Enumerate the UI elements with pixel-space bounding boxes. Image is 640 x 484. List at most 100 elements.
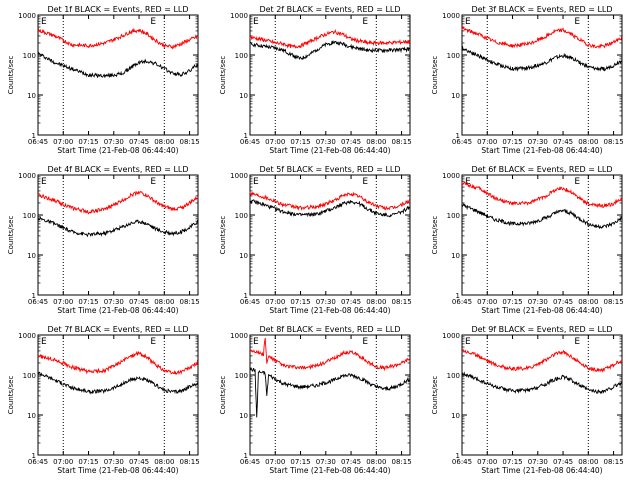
series-line-lld: [38, 190, 199, 215]
x-tick-label: 07:45: [553, 458, 573, 466]
y-tick-label: 1: [32, 132, 36, 140]
series-line-events: [461, 371, 622, 395]
x-tick-label: 07:15: [78, 458, 98, 466]
x-tick-label: 08:00: [366, 138, 386, 146]
x-tick-label: 06:45: [240, 138, 260, 146]
y-tick-label: 1000: [442, 12, 460, 20]
x-tick-label: 07:00: [53, 298, 73, 306]
y-axis-label: Counts/sec: [431, 56, 439, 95]
x-tick-label: 07:00: [265, 138, 285, 146]
y-tick-label: 1000: [230, 332, 248, 340]
y-axis-label: Counts/sec: [219, 216, 227, 255]
chart-panel: Det 9f BLACK = Events, RED = LLD 1 10 100 10…: [431, 325, 624, 475]
y-tick-label: 100: [447, 372, 460, 380]
x-axis-label: Start Time (21-Feb-08 06:44:40): [57, 306, 178, 315]
y-tick-label: 1000: [18, 332, 36, 340]
x-tick-label: 07:00: [477, 298, 497, 306]
x-tick-label: 07:45: [553, 298, 573, 306]
x-tick-label: 06:45: [28, 458, 48, 466]
marker-label: E: [150, 177, 156, 187]
x-tick-label: 08:00: [366, 458, 386, 466]
x-tick-label: 07:30: [104, 138, 124, 146]
chart-panel: Det 4f BLACK = Events, RED = LLD 1 10 100 10…: [7, 165, 200, 315]
marker-label: E: [465, 177, 471, 187]
chart-panel: Det 8f BLACK = Events, RED = LLD 1 10 100 10…: [219, 325, 412, 475]
series-line-lld: [37, 350, 199, 376]
y-tick-label: 10: [27, 92, 36, 100]
x-axis-label: Start Time (21-Feb-08 06:44:40): [481, 466, 602, 475]
series-line-lld: [249, 191, 411, 211]
x-tick-label: 07:30: [528, 458, 548, 466]
series-line-events: [461, 203, 623, 230]
marker-label: E: [574, 17, 580, 27]
x-tick-label: 06:45: [28, 298, 48, 306]
chart-panel: Det 3f BLACK = Events, RED = LLD 1 10 100 10…: [431, 5, 624, 155]
x-axis-label: Start Time (21-Feb-08 06:44:40): [57, 146, 178, 155]
x-tick-label: 08:00: [154, 138, 174, 146]
x-tick-label: 07:15: [290, 458, 310, 466]
series-line-events: [461, 46, 623, 72]
y-tick-label: 1000: [442, 332, 460, 340]
marker-label: E: [362, 337, 368, 347]
x-tick-label: 07:45: [341, 138, 361, 146]
y-tick-label: 10: [239, 92, 248, 100]
series-line-events: [37, 215, 199, 238]
y-tick-label: 1000: [442, 172, 460, 180]
y-axis-label: Counts/sec: [7, 56, 15, 95]
x-tick-label: 08:15: [179, 138, 199, 146]
y-tick-label: 100: [23, 212, 36, 220]
panel-title: Det 8f BLACK = Events, RED = LLD: [259, 325, 400, 334]
marker-label: E: [362, 177, 368, 187]
x-tick-label: 08:00: [578, 138, 598, 146]
y-tick-label: 10: [451, 92, 460, 100]
y-axis-label: Counts/sec: [219, 56, 227, 95]
y-tick-label: 1: [244, 292, 248, 300]
y-tick-label: 1: [456, 132, 460, 140]
y-tick-label: 1000: [18, 172, 36, 180]
x-tick-label: 06:45: [28, 138, 48, 146]
series-line-lld: [461, 348, 623, 373]
x-tick-label: 08:15: [391, 458, 411, 466]
x-tick-label: 08:15: [179, 458, 199, 466]
series-line-events: [249, 366, 411, 418]
y-tick-label: 100: [23, 372, 36, 380]
chart-panel: Det 2f BLACK = Events, RED = LLD 1 10 100 10…: [219, 5, 412, 155]
marker-label: E: [150, 337, 156, 347]
x-tick-label: 07:30: [316, 458, 336, 466]
series-line-lld: [249, 28, 411, 49]
y-tick-label: 1: [32, 452, 36, 460]
y-tick-label: 100: [447, 212, 460, 220]
x-tick-label: 07:45: [341, 298, 361, 306]
x-tick-label: 08:15: [603, 138, 623, 146]
panel-title: Det 1f BLACK = Events, RED = LLD: [47, 5, 188, 14]
marker-label: E: [362, 17, 368, 27]
panel-title: Det 4f BLACK = Events, RED = LLD: [47, 165, 188, 174]
x-tick-label: 07:00: [53, 458, 73, 466]
marker-label: E: [574, 337, 580, 347]
panel-title: Det 5f BLACK = Events, RED = LLD: [259, 165, 400, 174]
x-tick-label: 07:00: [53, 138, 73, 146]
y-tick-label: 1000: [230, 172, 248, 180]
x-tick-label: 08:15: [179, 298, 199, 306]
y-tick-label: 10: [27, 412, 36, 420]
x-tick-label: 08:00: [154, 298, 174, 306]
x-tick-label: 07:45: [553, 138, 573, 146]
marker-label: E: [150, 17, 156, 27]
plot-frame: [461, 334, 623, 456]
plot-frame: [249, 14, 411, 136]
plot-frame: [249, 174, 411, 296]
y-axis-label: Counts/sec: [431, 376, 439, 415]
panel-title: Det 6f BLACK = Events, RED = LLD: [471, 165, 612, 174]
x-tick-label: 08:15: [603, 458, 623, 466]
marker-label: E: [41, 17, 47, 27]
y-tick-label: 1: [32, 292, 36, 300]
marker-label: E: [41, 337, 47, 347]
y-tick-label: 1000: [18, 12, 36, 20]
y-axis-label: Counts/sec: [219, 376, 227, 415]
marker-label: E: [41, 177, 47, 187]
x-tick-label: 07:00: [265, 458, 285, 466]
chart-panel: Det 1f BLACK = Events, RED = LLD 1 10 100 10…: [7, 5, 200, 155]
plot-frame: [37, 14, 199, 136]
